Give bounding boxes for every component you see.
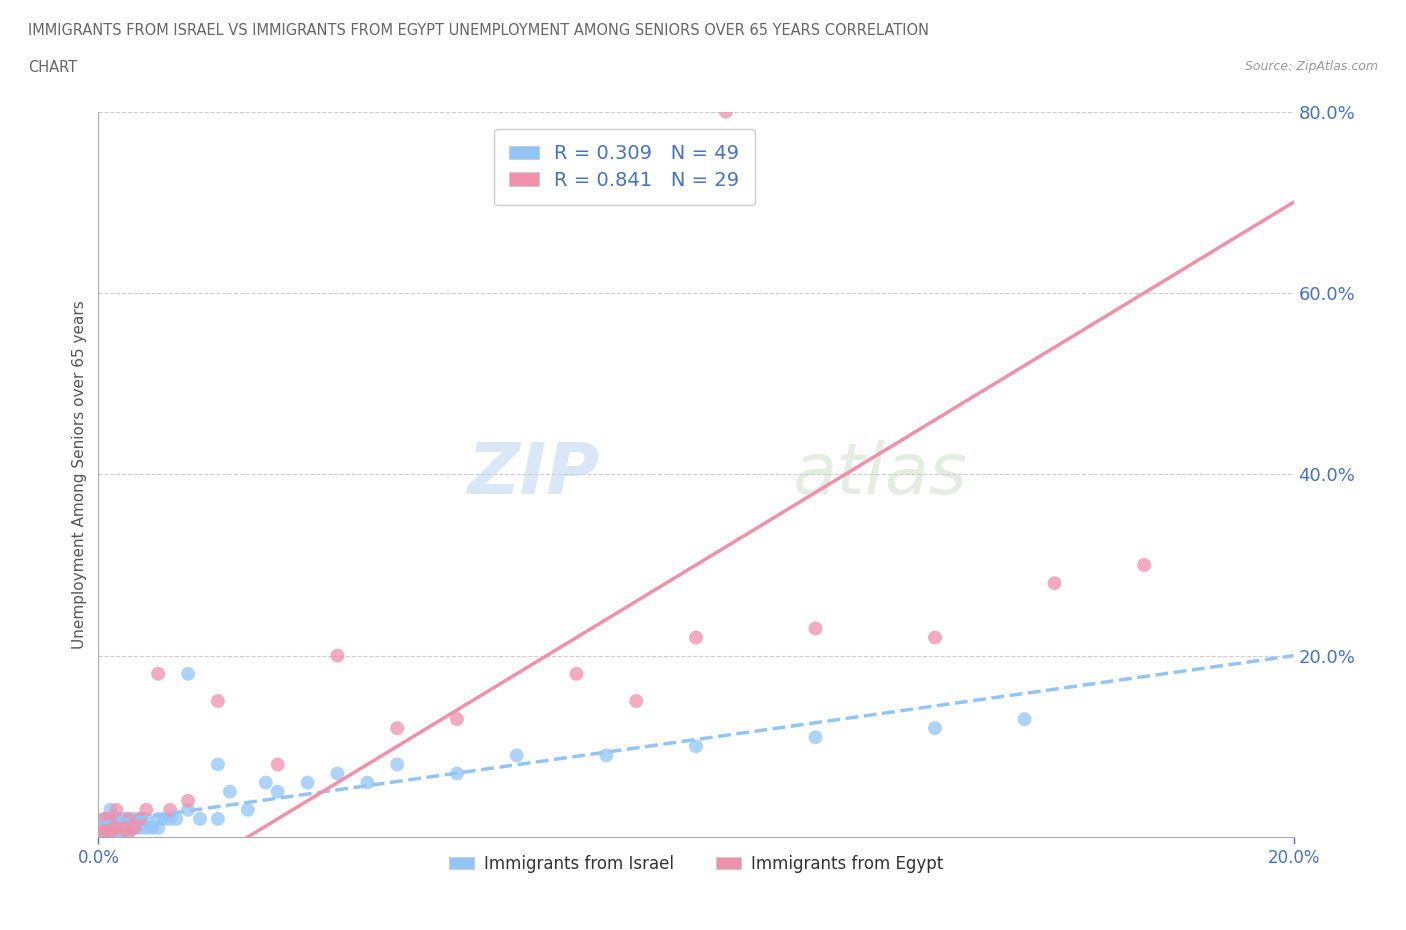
Point	[565, 667, 588, 682]
Point	[129, 811, 152, 827]
Point	[105, 820, 128, 835]
Point	[93, 820, 115, 835]
Point	[105, 811, 128, 827]
Text: CHART: CHART	[28, 60, 77, 75]
Point	[135, 820, 157, 835]
Point	[714, 104, 737, 119]
Point	[446, 711, 468, 726]
Point	[356, 776, 378, 790]
Point	[1133, 558, 1156, 573]
Point	[135, 811, 157, 827]
Point	[93, 825, 115, 840]
Y-axis label: Unemployment Among Seniors over 65 years: Unemployment Among Seniors over 65 years	[72, 300, 87, 649]
Point	[148, 820, 170, 835]
Text: ZIP: ZIP	[468, 440, 600, 509]
Point	[159, 811, 181, 827]
Point	[117, 825, 139, 840]
Point	[159, 803, 181, 817]
Point	[124, 820, 146, 835]
Point	[98, 811, 122, 827]
Point	[135, 803, 157, 817]
Point	[177, 667, 200, 682]
Point	[804, 621, 827, 636]
Point	[1043, 576, 1066, 591]
Point	[326, 766, 349, 781]
Point	[111, 825, 134, 840]
Point	[93, 825, 115, 840]
Point	[111, 820, 134, 835]
Text: Source: ZipAtlas.com: Source: ZipAtlas.com	[1244, 60, 1378, 73]
Text: atlas: atlas	[792, 440, 966, 509]
Point	[385, 757, 409, 772]
Point	[446, 766, 468, 781]
Point	[297, 776, 319, 790]
Point	[93, 811, 115, 827]
Point	[207, 811, 229, 827]
Point	[219, 784, 242, 799]
Point	[153, 811, 176, 827]
Point	[141, 820, 163, 835]
Point	[595, 748, 617, 763]
Point	[111, 811, 134, 827]
Point	[165, 811, 187, 827]
Point	[1014, 711, 1036, 726]
Point	[188, 811, 211, 827]
Point	[98, 825, 122, 840]
Point	[267, 757, 290, 772]
Point	[105, 816, 128, 830]
Point	[117, 811, 139, 827]
Point	[98, 803, 122, 817]
Point	[117, 820, 139, 835]
Point	[385, 721, 409, 736]
Legend: Immigrants from Israel, Immigrants from Egypt: Immigrants from Israel, Immigrants from …	[443, 848, 949, 880]
Point	[685, 631, 707, 645]
Point	[207, 694, 229, 709]
Point	[924, 631, 946, 645]
Point	[117, 811, 139, 827]
Point	[207, 757, 229, 772]
Point	[254, 776, 277, 790]
Point	[236, 803, 259, 817]
Point	[148, 811, 170, 827]
Point	[129, 811, 152, 827]
Point	[105, 803, 128, 817]
Point	[98, 820, 122, 835]
Point	[177, 793, 200, 808]
Point	[685, 738, 707, 753]
Point	[924, 721, 946, 736]
Point	[117, 825, 139, 840]
Point	[267, 784, 290, 799]
Point	[98, 811, 122, 827]
Point	[326, 648, 349, 663]
Point	[105, 825, 128, 840]
Text: IMMIGRANTS FROM ISRAEL VS IMMIGRANTS FROM EGYPT UNEMPLOYMENT AMONG SENIORS OVER : IMMIGRANTS FROM ISRAEL VS IMMIGRANTS FRO…	[28, 23, 929, 38]
Point	[129, 820, 152, 835]
Point	[148, 667, 170, 682]
Point	[111, 820, 134, 835]
Point	[804, 730, 827, 745]
Point	[506, 748, 529, 763]
Point	[105, 820, 128, 835]
Point	[93, 811, 115, 827]
Point	[626, 694, 648, 709]
Point	[93, 820, 115, 835]
Point	[98, 825, 122, 840]
Point	[177, 803, 200, 817]
Point	[124, 811, 146, 827]
Point	[124, 820, 146, 835]
